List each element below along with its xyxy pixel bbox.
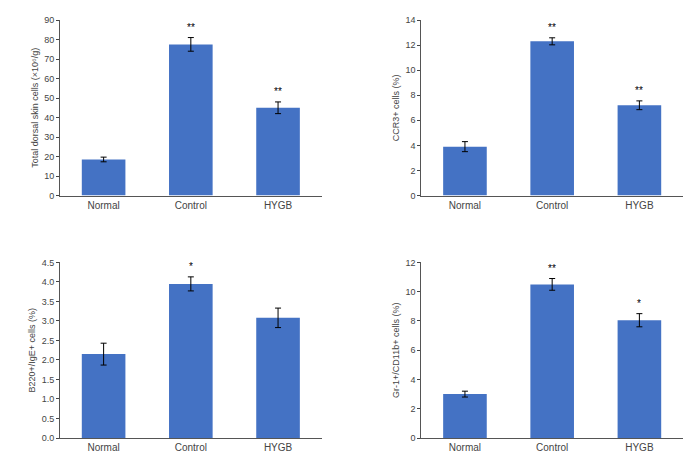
svg-text:10: 10 (406, 287, 416, 297)
svg-text:2: 2 (411, 166, 416, 176)
svg-text:3.0: 3.0 (42, 316, 55, 326)
svg-text:3.5: 3.5 (42, 297, 55, 307)
svg-text:2.5: 2.5 (42, 336, 55, 346)
svg-text:6: 6 (411, 115, 416, 125)
svg-text:**: ** (187, 22, 195, 33)
svg-text:70: 70 (44, 54, 54, 64)
svg-text:20: 20 (44, 152, 54, 162)
svg-text:4: 4 (411, 141, 416, 151)
svg-text:CCR3+ cells (%): CCR3+ cells (%) (391, 74, 401, 141)
svg-text:1.5: 1.5 (42, 375, 55, 385)
svg-text:Control: Control (536, 200, 568, 211)
svg-text:2: 2 (411, 404, 416, 414)
svg-text:Control: Control (536, 442, 568, 453)
svg-text:10: 10 (406, 65, 416, 75)
svg-text:90: 90 (44, 15, 54, 25)
svg-text:HYGB: HYGB (625, 200, 654, 211)
svg-text:4: 4 (411, 375, 416, 385)
svg-text:10: 10 (44, 171, 54, 181)
svg-text:HYGB: HYGB (264, 442, 293, 453)
svg-text:4.5: 4.5 (42, 258, 55, 268)
svg-text:12: 12 (406, 40, 416, 50)
svg-text:50: 50 (44, 93, 54, 103)
svg-text:**: ** (548, 263, 556, 274)
svg-text:0: 0 (411, 191, 416, 201)
svg-text:14: 14 (406, 15, 416, 25)
svg-text:**: ** (274, 86, 282, 97)
svg-text:Gr-1+/CD11b+ cells (%): Gr-1+/CD11b+ cells (%) (391, 303, 401, 398)
svg-text:4.0: 4.0 (42, 277, 55, 287)
svg-text:Normal: Normal (87, 442, 119, 453)
svg-text:Normal: Normal (449, 200, 481, 211)
svg-text:**: ** (548, 22, 556, 33)
svg-text:8: 8 (411, 90, 416, 100)
svg-text:**: ** (635, 85, 643, 96)
svg-text:Total dorsal skin cells (×10⁶/: Total dorsal skin cells (×10⁶/g) (30, 48, 40, 168)
svg-text:Control: Control (175, 200, 207, 211)
svg-text:Normal: Normal (449, 442, 481, 453)
svg-text:12: 12 (406, 258, 416, 268)
svg-text:Normal: Normal (87, 200, 119, 211)
svg-text:40: 40 (44, 113, 54, 123)
svg-text:60: 60 (44, 74, 54, 84)
svg-text:0.5: 0.5 (42, 414, 55, 424)
svg-text:0: 0 (411, 433, 416, 443)
svg-text:*: * (189, 261, 193, 272)
svg-text:HYGB: HYGB (264, 200, 293, 211)
svg-text:0.0: 0.0 (42, 433, 55, 443)
svg-text:HYGB: HYGB (625, 442, 654, 453)
svg-text:80: 80 (44, 35, 54, 45)
svg-text:B220+/IgE+ cells (%): B220+/IgE+ cells (%) (27, 308, 37, 393)
svg-text:6: 6 (411, 345, 416, 355)
svg-text:30: 30 (44, 132, 54, 142)
svg-text:Control: Control (175, 442, 207, 453)
svg-text:1.0: 1.0 (42, 394, 55, 404)
svg-text:2.0: 2.0 (42, 355, 55, 365)
svg-text:8: 8 (411, 316, 416, 326)
svg-text:*: * (637, 298, 641, 309)
svg-text:0: 0 (49, 191, 54, 201)
